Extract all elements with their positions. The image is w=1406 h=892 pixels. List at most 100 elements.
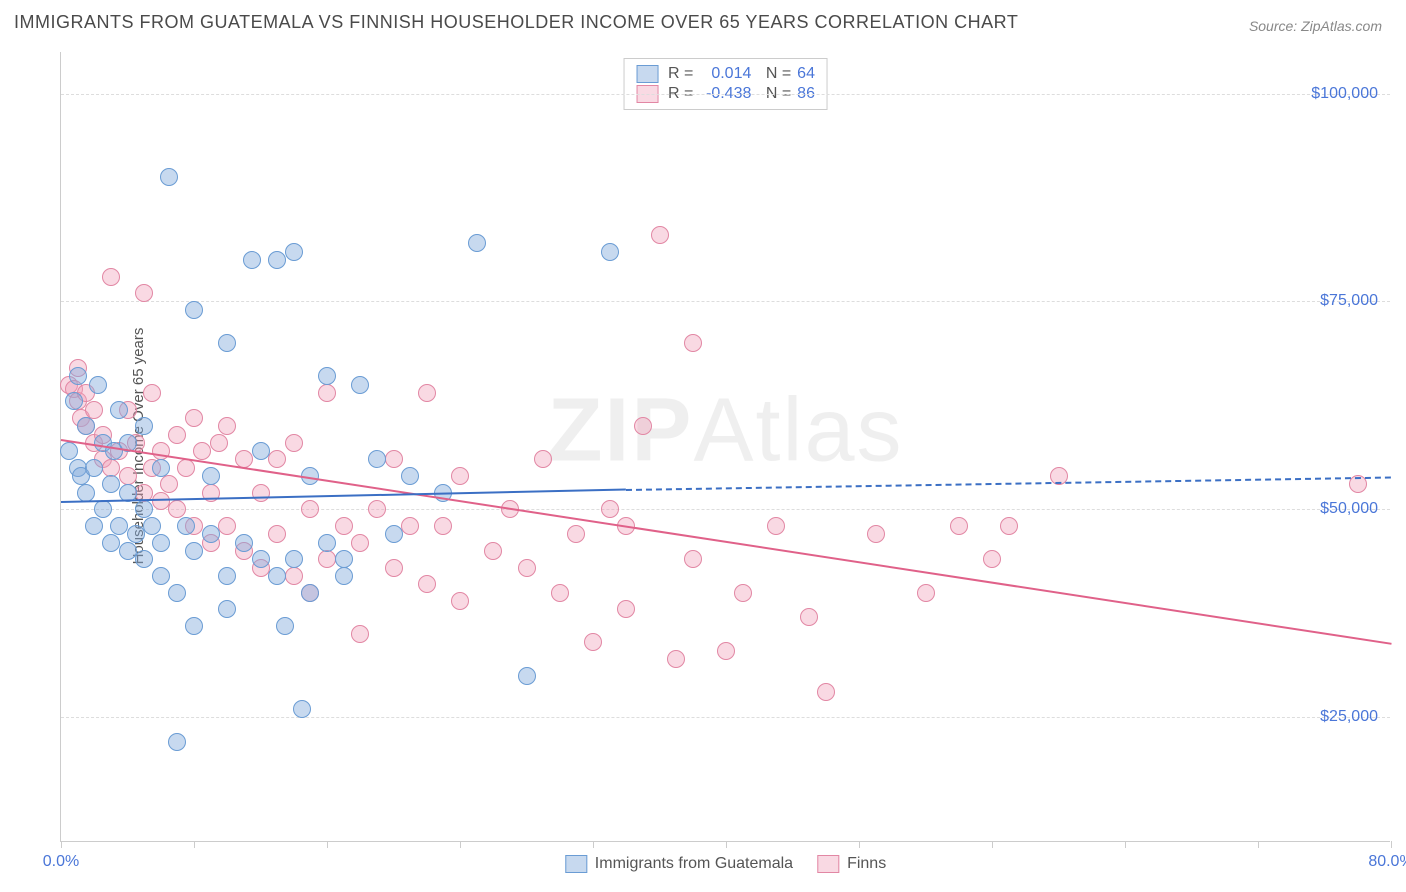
data-point — [285, 567, 303, 585]
legend-row-guatemala: R = 0.014 N = 64 — [636, 65, 815, 83]
y-tick-label: $75,000 — [1320, 292, 1378, 310]
data-point — [335, 517, 353, 535]
swatch-guatemala-icon — [565, 855, 587, 873]
data-point — [160, 475, 178, 493]
data-point — [252, 484, 270, 502]
data-point — [135, 284, 153, 302]
data-point — [551, 584, 569, 602]
chart-title: IMMIGRANTS FROM GUATEMALA VS FINNISH HOU… — [14, 12, 1018, 33]
x-tick — [992, 841, 993, 848]
data-point — [235, 534, 253, 552]
series-legend: Immigrants from Guatemala Finns — [565, 855, 886, 873]
data-point — [218, 334, 236, 352]
watermark-light: Atlas — [693, 380, 903, 480]
data-point — [767, 517, 785, 535]
legend-item-finns: Finns — [817, 855, 886, 873]
data-point — [567, 525, 585, 543]
data-point — [102, 475, 120, 493]
data-point — [268, 567, 286, 585]
data-point — [318, 550, 336, 568]
x-tick — [593, 841, 594, 848]
data-point — [218, 600, 236, 618]
data-point — [368, 500, 386, 518]
data-point — [102, 268, 120, 286]
data-point — [135, 500, 153, 518]
data-point — [276, 617, 294, 635]
x-tick — [1125, 841, 1126, 848]
data-point — [667, 650, 685, 668]
gridline — [61, 717, 1390, 718]
data-point — [135, 417, 153, 435]
data-point — [252, 550, 270, 568]
data-point — [77, 484, 95, 502]
data-point — [468, 234, 486, 252]
data-point — [89, 376, 107, 394]
data-point — [185, 301, 203, 319]
n-label: N = — [761, 65, 791, 83]
data-point — [617, 600, 635, 618]
data-point — [634, 417, 652, 435]
data-point — [143, 384, 161, 402]
data-point — [434, 517, 452, 535]
data-point — [85, 459, 103, 477]
n-value-guatemala: 64 — [797, 65, 815, 83]
x-tick-label: 0.0% — [43, 853, 79, 871]
data-point — [418, 384, 436, 402]
data-point — [351, 534, 369, 552]
data-point — [160, 168, 178, 186]
source-attribution: Source: ZipAtlas.com — [1249, 18, 1382, 34]
data-point — [143, 517, 161, 535]
data-point — [185, 617, 203, 635]
gridline — [61, 94, 1390, 95]
x-tick — [726, 841, 727, 848]
legend-label-finns: Finns — [847, 855, 886, 873]
data-point — [684, 550, 702, 568]
data-point — [243, 251, 261, 269]
trend-line — [61, 439, 1391, 645]
data-point — [734, 584, 752, 602]
data-point — [119, 542, 137, 560]
data-point — [335, 567, 353, 585]
data-point — [534, 450, 552, 468]
data-point — [318, 384, 336, 402]
r-label: R = — [668, 65, 693, 83]
data-point — [218, 517, 236, 535]
data-point — [301, 584, 319, 602]
source-name: ZipAtlas.com — [1301, 18, 1382, 34]
data-point — [110, 401, 128, 419]
x-tick — [1258, 841, 1259, 848]
data-point — [817, 683, 835, 701]
legend-label-guatemala: Immigrants from Guatemala — [595, 855, 793, 873]
data-point — [168, 426, 186, 444]
data-point — [135, 550, 153, 568]
data-point — [1000, 517, 1018, 535]
data-point — [318, 367, 336, 385]
data-point — [301, 500, 319, 518]
legend-item-guatemala: Immigrants from Guatemala — [565, 855, 793, 873]
data-point — [218, 567, 236, 585]
data-point — [451, 467, 469, 485]
correlation-legend: R = 0.014 N = 64 R = -0.438 N = 86 — [623, 58, 828, 110]
data-point — [85, 517, 103, 535]
data-point — [401, 517, 419, 535]
data-point — [152, 459, 170, 477]
data-point — [185, 542, 203, 560]
data-point — [85, 401, 103, 419]
plot-area: ZIPAtlas R = 0.014 N = 64 R = -0.438 N =… — [60, 52, 1390, 842]
data-point — [285, 550, 303, 568]
swatch-finns-icon — [817, 855, 839, 873]
data-point — [127, 525, 145, 543]
data-point — [177, 517, 195, 535]
data-point — [110, 517, 128, 535]
x-tick — [194, 841, 195, 848]
data-point — [152, 442, 170, 460]
data-point — [202, 467, 220, 485]
data-point — [168, 500, 186, 518]
data-point — [950, 517, 968, 535]
data-point — [601, 243, 619, 261]
data-point — [368, 450, 386, 468]
data-point — [268, 251, 286, 269]
data-point — [917, 584, 935, 602]
data-point — [268, 525, 286, 543]
data-point — [293, 700, 311, 718]
